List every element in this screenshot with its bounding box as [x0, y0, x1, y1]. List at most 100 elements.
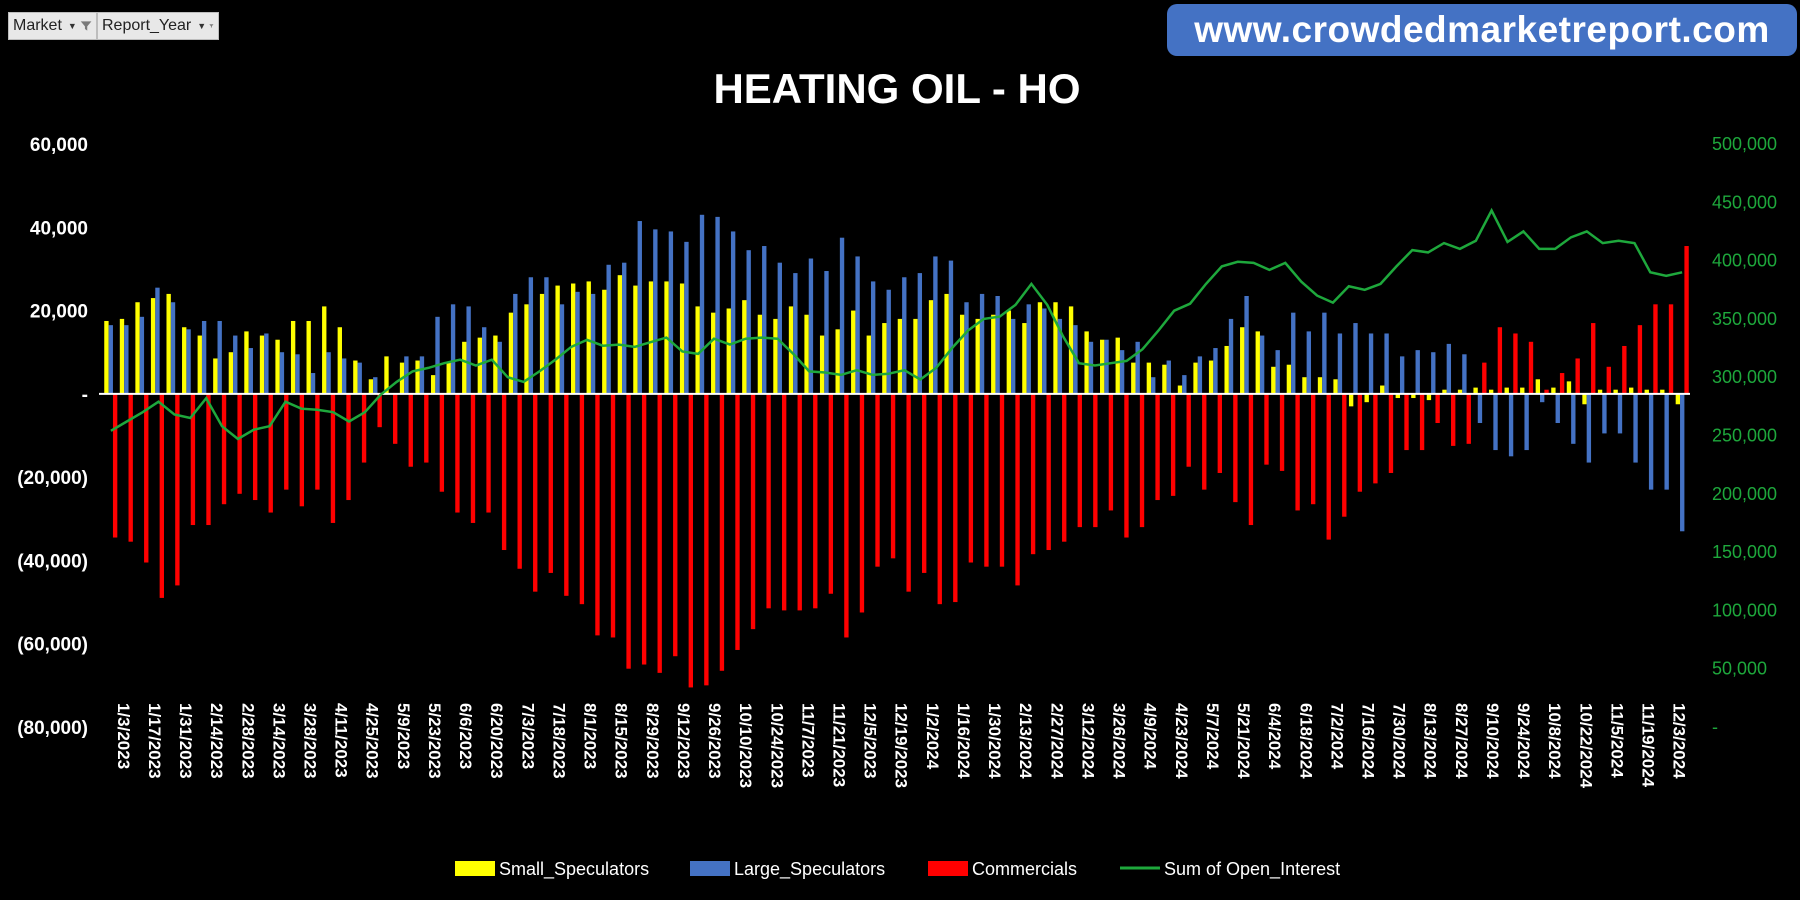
large-speculators-bar	[264, 333, 269, 394]
large-speculators-bar	[606, 264, 611, 394]
commercials-bar	[1155, 393, 1160, 501]
commercials-bar	[579, 393, 585, 605]
large-speculators-bar	[170, 302, 176, 394]
small-speculators-bar	[135, 302, 140, 394]
small-speculators-bar	[726, 308, 731, 394]
x-tick-label: 10/10/2023	[736, 703, 755, 788]
x-tick-label: 10/8/2024	[1545, 703, 1564, 779]
commercials-bar	[486, 393, 491, 513]
small-speculators-bar	[244, 331, 249, 394]
commercials-bar	[1482, 362, 1487, 394]
small-speculators-bar	[1597, 389, 1603, 394]
x-tick-label: 1/30/2024	[985, 703, 1004, 779]
large-speculators-bar	[279, 352, 285, 394]
commercials-bar	[704, 393, 709, 686]
commercials-bar	[330, 393, 336, 523]
large-speculators-bar	[1602, 393, 1607, 434]
small-speculators-bar	[213, 358, 218, 394]
large-speculators-bar	[684, 241, 689, 394]
x-tick-label: 8/13/2024	[1421, 703, 1440, 779]
large-speculators-bar	[1493, 393, 1498, 451]
large-speculators-bar	[1244, 295, 1249, 394]
small-speculators-bar	[742, 300, 747, 394]
x-tick-label: 2/27/2024	[1047, 703, 1066, 779]
small-speculators-bar	[944, 293, 949, 394]
commercials-bar	[1342, 393, 1347, 517]
commercials-bar	[1170, 393, 1176, 496]
commercials-bar	[439, 393, 445, 492]
large-speculators-bar	[808, 258, 814, 394]
y-right-tick-label: 300,000	[1712, 367, 1777, 387]
commercials-bar	[844, 393, 849, 638]
large-speculators-bar	[1399, 356, 1405, 394]
commercials-bar	[1030, 393, 1036, 555]
large-speculators-bar	[373, 377, 378, 394]
large-speculators-bar	[155, 287, 160, 394]
small-speculators-bar	[648, 281, 654, 394]
x-tick-label: 4/25/2023	[363, 703, 382, 779]
report-year-filter-button[interactable]: Report_Year ▼	[97, 12, 219, 40]
commercials-bar	[1202, 393, 1207, 490]
large-speculators-bar	[715, 216, 720, 394]
x-tick-label: 8/1/2023	[581, 703, 600, 769]
commercials-bar	[781, 393, 787, 611]
small-speculators-bar	[1224, 345, 1229, 394]
large-speculators-bar	[435, 316, 440, 394]
x-tick-label: 2/13/2024	[1016, 703, 1035, 779]
commercials-bar	[159, 393, 164, 598]
commercials-bar	[719, 393, 725, 671]
x-tick-label: 7/2/2024	[1327, 703, 1346, 770]
commercials-bar	[533, 393, 538, 592]
legend-label: Sum of Open_Interest	[1164, 859, 1340, 880]
commercials-bar	[657, 393, 662, 673]
commercials-bar	[361, 393, 367, 463]
small-speculators-bar	[571, 283, 576, 394]
small-speculators-bar	[555, 285, 560, 394]
commercials-bar	[1264, 393, 1269, 465]
small-speculators-bar	[1348, 393, 1354, 407]
commercials-bar	[828, 393, 834, 594]
chevron-down-icon: ▼	[197, 21, 207, 31]
large-speculators-bar	[855, 256, 860, 394]
commercials-bar	[999, 393, 1005, 567]
large-speculators-bar	[528, 277, 534, 394]
commercials-bar	[688, 393, 693, 688]
small-speculators-bar	[602, 289, 607, 394]
small-speculators-bar	[1380, 385, 1385, 394]
small-speculators-bar	[197, 335, 202, 394]
small-speculators-bar	[928, 300, 934, 394]
commercials-bar	[750, 393, 756, 630]
small-speculators-bar	[1629, 387, 1634, 394]
commercials-bar	[1062, 393, 1067, 542]
small-speculators-bar	[991, 314, 996, 394]
commercials-bar	[1653, 304, 1658, 394]
x-tick-label: 12/19/2023	[892, 703, 911, 788]
commercials-bar	[735, 393, 740, 650]
commercials-bar	[1497, 327, 1503, 394]
large-speculators-bar	[1415, 350, 1420, 394]
small-speculators-bar	[1271, 366, 1276, 394]
x-tick-label: 8/29/2023	[643, 703, 662, 779]
market-filter-button[interactable]: Market ▼	[8, 12, 97, 40]
commercials-bar	[1046, 393, 1051, 551]
commercials-bar	[1186, 393, 1191, 467]
small-speculators-bar	[337, 327, 342, 394]
commercials-bar	[906, 393, 911, 592]
large-speculators-bar	[1431, 352, 1436, 394]
commercials-bar	[626, 393, 631, 669]
commercials-bar	[237, 393, 242, 494]
x-tick-label: 7/18/2023	[549, 703, 568, 779]
large-speculators-bar	[1135, 341, 1140, 394]
large-speculators-bar	[839, 237, 845, 394]
commercials-bar	[1357, 393, 1363, 492]
small-speculators-bar	[1100, 339, 1105, 394]
small-speculators-bar	[851, 310, 856, 394]
large-speculators-bar	[233, 335, 238, 394]
legend-label: Small_Speculators	[499, 859, 649, 880]
commercials-bar	[766, 393, 771, 609]
site-banner[interactable]: www.crowdedmarketreport.com	[1167, 4, 1797, 56]
commercials-bar	[268, 393, 273, 513]
commercials-bar	[501, 393, 507, 551]
large-speculators-bar	[1291, 312, 1296, 394]
small-speculators-bar	[913, 318, 918, 394]
